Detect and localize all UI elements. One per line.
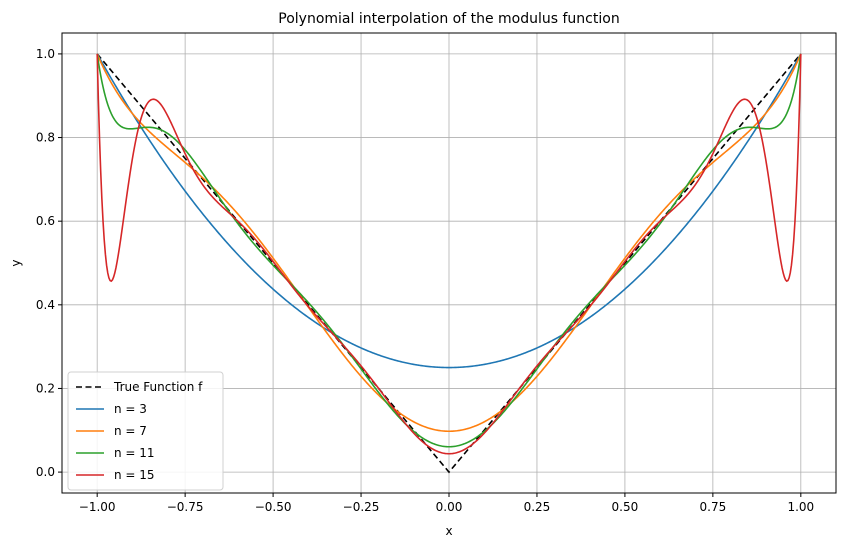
series-line-3 <box>96 53 802 448</box>
y-axis: 0.0 0.2 0.4 0.6 0.8 1.0 <box>36 47 62 479</box>
x-tick-label: 0.75 <box>700 500 727 514</box>
legend-label: n = 3 <box>114 402 147 416</box>
y-axis-label: y <box>9 259 23 266</box>
x-axis: −1.00 −0.75 −0.50 −0.25 0.00 0.25 0.50 0.75 1.00 <box>79 493 814 514</box>
x-tick-label: −1.00 <box>79 500 116 514</box>
series-line-0 <box>96 53 802 474</box>
legend: True Function f n = 3 n = 7 n = 11 n = 15 <box>67 371 224 491</box>
x-axis-label: x <box>445 524 452 538</box>
x-tick-label: −0.25 <box>343 500 380 514</box>
legend-label: n = 11 <box>114 446 155 460</box>
y-tick-label: 0.4 <box>36 298 55 312</box>
y-tick-label: 1.0 <box>36 47 55 61</box>
y-tick-label: 0.8 <box>36 131 55 145</box>
y-tick-label: 0.2 <box>36 381 55 395</box>
chart-title: Polynomial interpolation of the modulus … <box>278 11 619 27</box>
x-tick-label: 0.50 <box>612 500 639 514</box>
y-tick-label: 0.6 <box>36 214 55 228</box>
x-tick-label: 1.00 <box>787 500 814 514</box>
series-line-4 <box>96 53 802 455</box>
x-tick-label: −0.75 <box>167 500 204 514</box>
series-group <box>96 53 802 474</box>
x-tick-label: 0.00 <box>436 500 463 514</box>
series-line-1 <box>96 53 802 369</box>
legend-label: n = 15 <box>114 468 155 482</box>
legend-label: True Function f <box>113 380 203 394</box>
x-tick-label: −0.50 <box>255 500 292 514</box>
x-tick-label: 0.25 <box>524 500 551 514</box>
y-tick-label: 0.0 <box>36 465 55 479</box>
legend-label: n = 7 <box>114 424 147 438</box>
legend-box <box>67 371 224 491</box>
